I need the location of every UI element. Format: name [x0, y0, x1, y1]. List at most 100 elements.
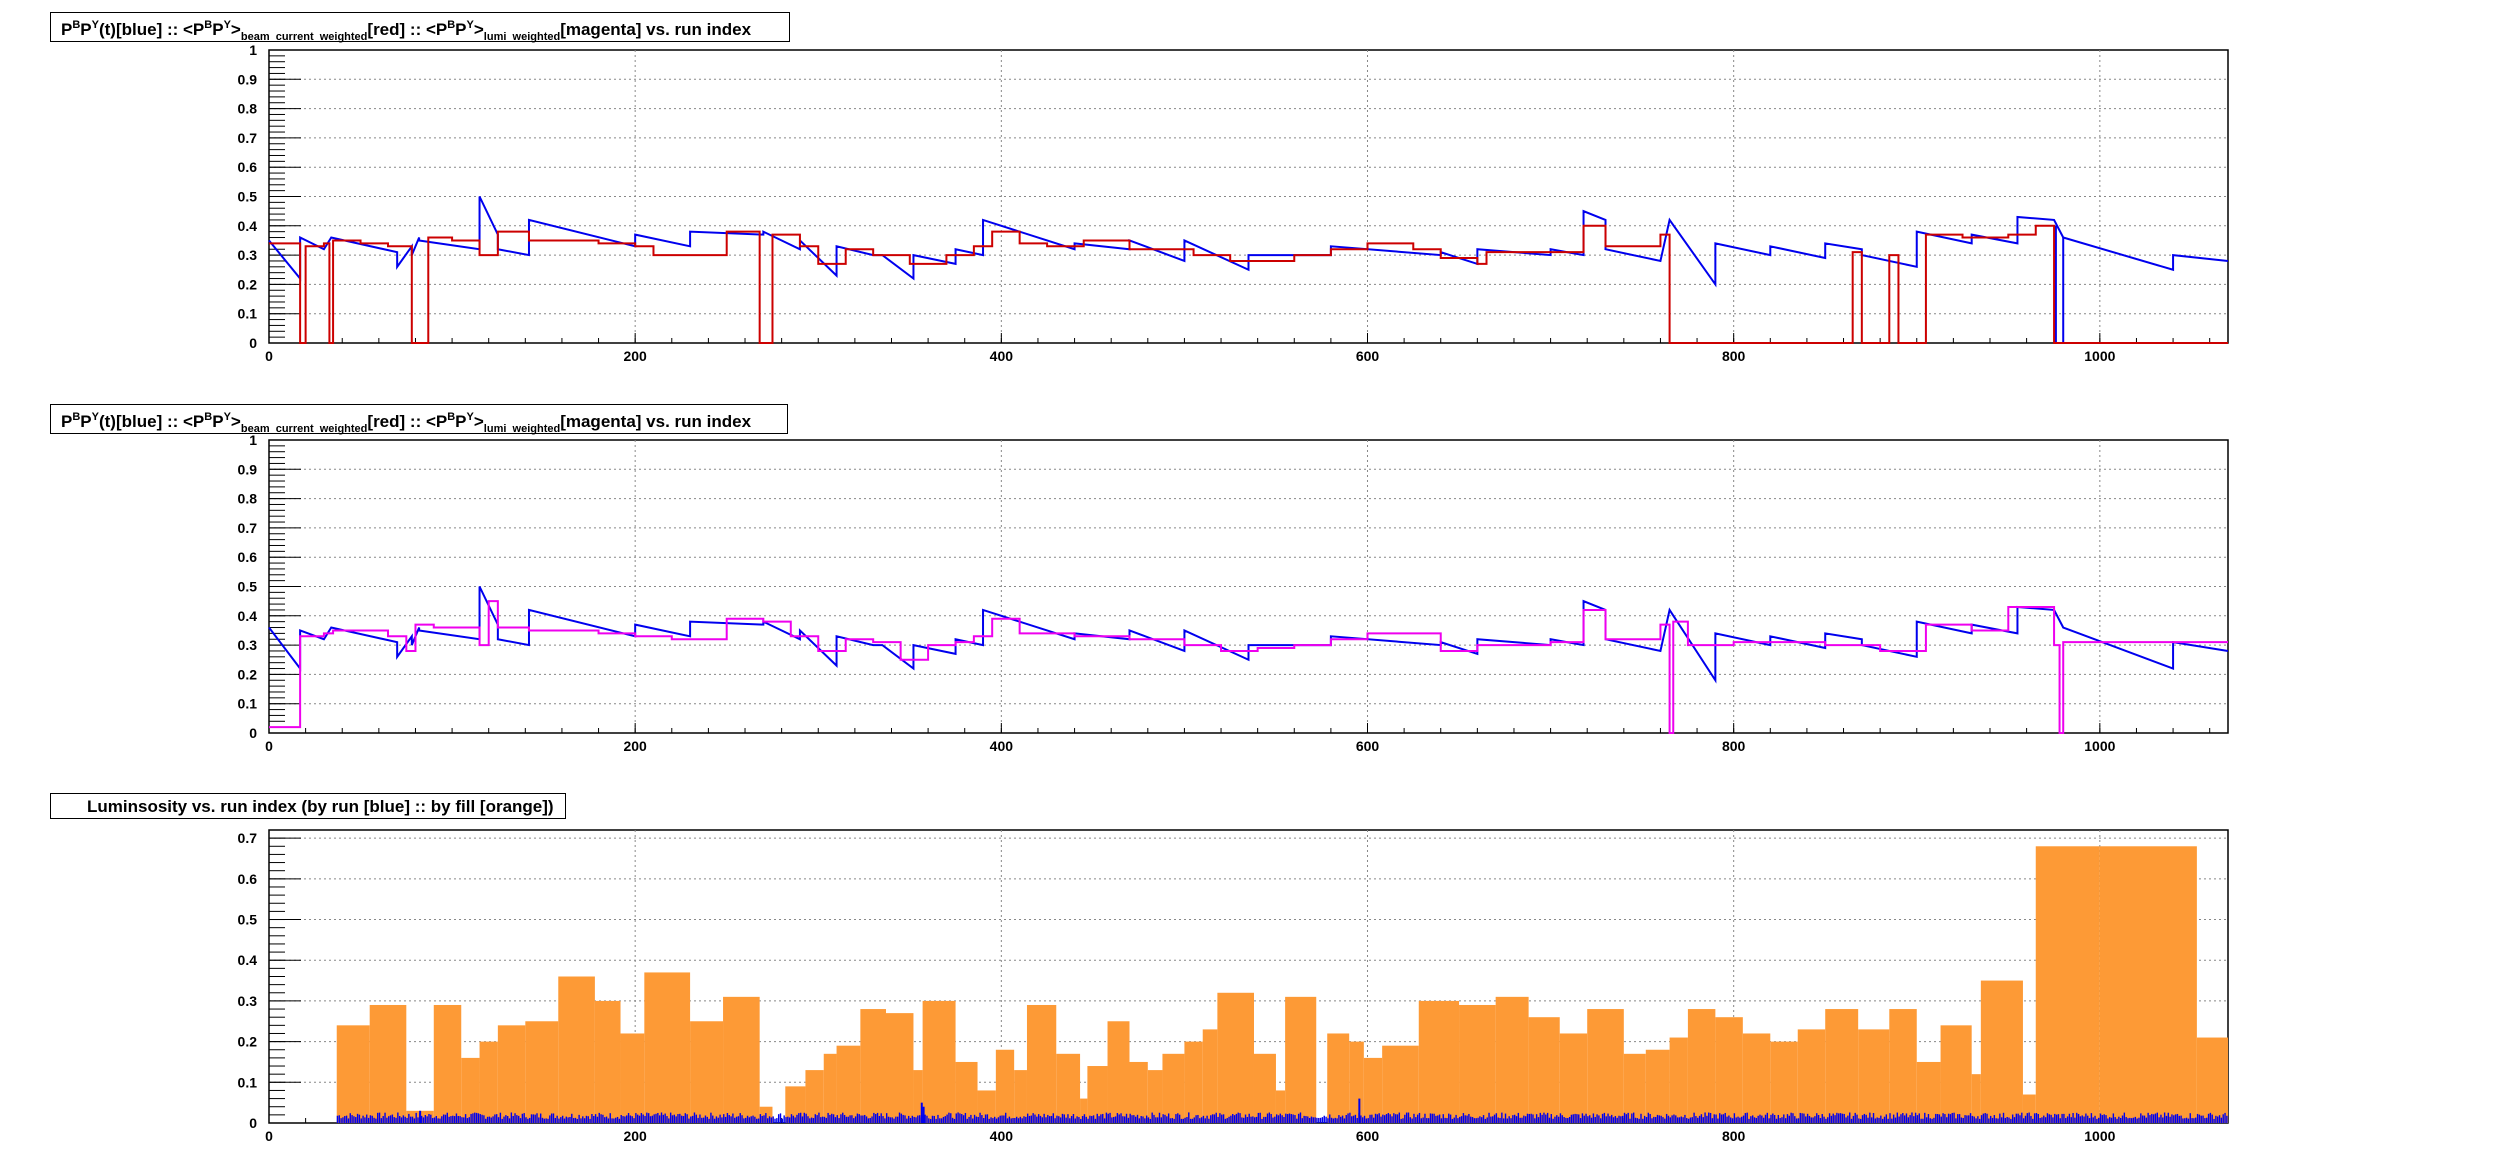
pad3-run-bar: [1938, 1114, 1941, 1123]
pad3-run-bar: [2076, 1112, 2078, 1123]
pad3-run-bar: [884, 1118, 886, 1123]
pad3-run-bar: [1387, 1113, 1390, 1123]
pad3-run-bar: [1211, 1114, 1214, 1123]
pad3-run-bar: [1268, 1112, 1271, 1123]
pad3-run-bar: [1321, 1117, 1324, 1123]
pad3-run-bar: [2013, 1117, 2016, 1123]
pad3-run-bar: [704, 1115, 707, 1123]
pad3-run-bar: [512, 1115, 514, 1123]
pad3-run-bar: [1482, 1115, 1485, 1123]
pad3-run-bar: [1601, 1113, 1604, 1123]
pad3-run-bar: [1045, 1117, 1047, 1123]
pad3-run-bar: [1751, 1115, 1754, 1123]
pad3-run-bar: [1759, 1114, 1761, 1123]
pad3-run-bar: [1297, 1113, 1300, 1123]
pad3-run-bar: [571, 1113, 573, 1123]
pad3-run-bar: [1281, 1115, 1283, 1123]
pad3-fill-bar: [1916, 1061, 1941, 1123]
pad3-run-bar: [1863, 1113, 1866, 1123]
pad3-run-bar: [1486, 1117, 1488, 1123]
pad3-run-bar: [1091, 1116, 1093, 1123]
pad1-xtick-label: 800: [1722, 348, 1746, 364]
pad3-run-bar: [1592, 1113, 1595, 1123]
pad3-run-bar: [367, 1117, 370, 1123]
pad3-run-bar: [1819, 1118, 1822, 1123]
pad3-run-bar: [1460, 1116, 1463, 1123]
pad3-run-bar: [1369, 1114, 1371, 1123]
pad3-run-bar: [1783, 1114, 1785, 1123]
pad3-run-bar: [1585, 1113, 1587, 1123]
pad3-run-bar: [409, 1116, 412, 1123]
pad3-run-bar: [360, 1118, 362, 1123]
pad3-run-bar: [880, 1113, 882, 1123]
pad3-run-bar: [2200, 1115, 2202, 1123]
pad3-run-bar: [898, 1112, 901, 1123]
pad3-run-bar: [2118, 1116, 2120, 1123]
pad3-run-bar: [517, 1115, 520, 1123]
pad3-run-bar: [347, 1118, 350, 1123]
pad3-xtick-label: 200: [623, 1128, 647, 1144]
pad3-run-bar: [607, 1118, 610, 1123]
pad3-run-bar: [2116, 1118, 2118, 1123]
pad3-run-bar: [2204, 1118, 2206, 1123]
pad3-fill-bar: [1253, 1053, 1276, 1123]
pad3-run-bar: [686, 1114, 688, 1123]
pad3-ytick-label: 0.1: [238, 1074, 258, 1090]
pad3-run-bar: [946, 1114, 948, 1123]
pad3-run-bar: [1067, 1114, 1069, 1123]
pad3-fill-bar: [805, 1070, 824, 1123]
pad3-run-bar: [1294, 1115, 1296, 1123]
pad3-run-bar: [1936, 1114, 1939, 1123]
pad3-run-bar: [464, 1114, 467, 1123]
pad3-run-bar: [669, 1112, 672, 1123]
pad3-run-bar: [1266, 1113, 1269, 1123]
pad3-run-bar: [510, 1112, 513, 1123]
pad3-run-bar: [1219, 1113, 1221, 1123]
pad3-run-bar: [496, 1114, 498, 1123]
pad3-run-bar: [920, 1102, 923, 1123]
pad3-run-bar: [1781, 1117, 1783, 1123]
pad3-run-bar: [1914, 1112, 1917, 1123]
pad3-run-bar: [2105, 1115, 2107, 1123]
pad3-run-bar: [1263, 1116, 1265, 1123]
pad3-run-bar: [1193, 1117, 1195, 1123]
pad3-run-bar: [1993, 1115, 1996, 1123]
pad3-run-bar: [2189, 1113, 2191, 1123]
pad3-run-bar: [1010, 1118, 1012, 1123]
pad3-run-bar: [1136, 1114, 1139, 1123]
pad3-fill-bar: [1559, 1033, 1588, 1123]
pad3-xtick-label: 0: [265, 1128, 273, 1144]
pad3-run-bar: [2057, 1114, 2060, 1123]
pad3-run-bar: [2008, 1117, 2010, 1123]
pad3-run-bar: [1576, 1114, 1578, 1123]
pad3-run-bar: [1286, 1114, 1289, 1123]
pad3-run-bar: [2028, 1112, 2030, 1123]
pad3-run-bar: [1900, 1114, 1902, 1123]
pad3-run-bar: [1995, 1118, 1997, 1123]
pad3-ytick-label: 0.6: [238, 871, 258, 887]
pad3-run-bar: [721, 1117, 723, 1123]
pad3-run-bar: [1966, 1115, 1968, 1123]
pad3-run-bar: [1867, 1117, 1869, 1123]
pad3-run-bar: [2006, 1117, 2008, 1123]
pad3-run-bar: [1404, 1114, 1406, 1123]
pad3-fill-bar: [1528, 1017, 1560, 1123]
pad3-run-bar: [1340, 1116, 1342, 1123]
pad3-run-bar: [2182, 1118, 2184, 1123]
pad3-run-bar: [600, 1114, 602, 1123]
pad3-run-bar: [1775, 1118, 1778, 1123]
pad3-run-bar: [2077, 1113, 2080, 1123]
pad3-run-bar: [939, 1118, 941, 1123]
pad3-run-bar: [1224, 1118, 1227, 1123]
pad3-run-bar: [680, 1115, 683, 1123]
pad3-run-bar: [611, 1118, 613, 1123]
pad3-run-bar: [1563, 1117, 1565, 1123]
pad3-run-bar: [477, 1113, 480, 1123]
pad3-run-bar: [1913, 1116, 1915, 1123]
pad3-run-bar: [1627, 1112, 1629, 1123]
pad3-run-bar: [2169, 1116, 2171, 1123]
pad3-run-bar: [468, 1117, 470, 1123]
pad3-run-bar: [572, 1118, 575, 1123]
pad3-xtick-label: 1000: [2084, 1128, 2115, 1144]
pad3-run-bar: [1958, 1114, 1961, 1123]
